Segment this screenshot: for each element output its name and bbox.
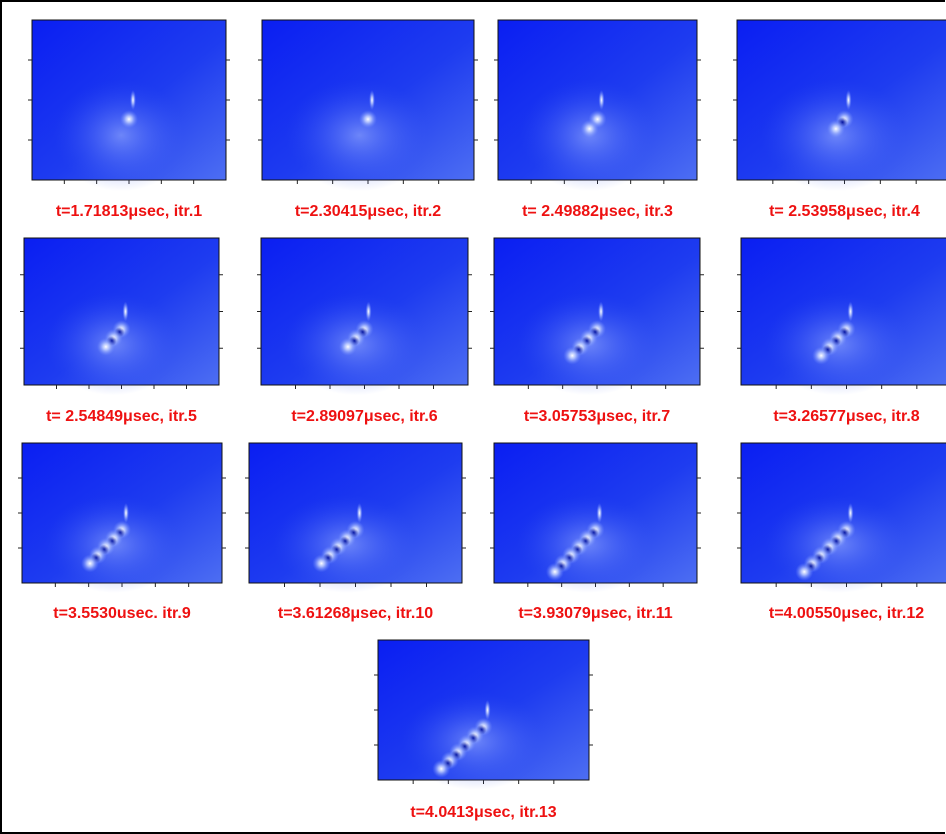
bright-spot (96, 337, 115, 356)
streak (356, 503, 363, 523)
streak (598, 301, 604, 322)
panel (737, 442, 946, 593)
panel (490, 237, 704, 396)
bright-spot (795, 562, 814, 581)
caption: t=4.00550μsec, itr.12 (769, 605, 924, 622)
bright-spot (545, 562, 564, 581)
bright-spot (432, 759, 451, 778)
panel (494, 19, 701, 192)
panel (20, 237, 223, 396)
panel (257, 237, 472, 396)
streak (847, 503, 854, 523)
bright-spot (359, 110, 377, 129)
bright-spot (312, 554, 331, 573)
panel (245, 442, 466, 593)
bright-spot (81, 554, 99, 573)
streak (847, 301, 854, 322)
caption: t=3.05753μsec, itr.7 (524, 408, 670, 425)
streak (123, 503, 129, 523)
halo (285, 79, 434, 192)
panel (737, 237, 946, 396)
panel (28, 19, 230, 192)
streak (122, 301, 129, 322)
bright-spot (563, 346, 582, 365)
caption: t= 2.53958μsec, itr.4 (769, 203, 920, 220)
caption: t=4.0413μsec, itr.13 (410, 804, 556, 821)
streak (484, 700, 491, 720)
streak (369, 90, 375, 110)
bright-spot (580, 119, 599, 138)
panel (733, 19, 946, 192)
bright-spot (120, 110, 138, 129)
halo (53, 79, 190, 192)
caption: t=1.71813μsec, itr.1 (56, 203, 202, 220)
panel (374, 639, 593, 790)
caption: t=2.89097μsec, itr.6 (291, 408, 437, 425)
streak (598, 90, 605, 110)
caption: t=3.5530usec. itr.9 (53, 605, 191, 622)
streak (845, 90, 852, 110)
bright-spot (826, 119, 845, 138)
caption: t=3.93079μsec, itr.11 (518, 605, 672, 622)
bright-spot (338, 337, 357, 356)
caption: t=2.30415μsec, itr.2 (295, 203, 441, 220)
streak (365, 301, 372, 322)
caption: t= 2.54849μsec, itr.5 (46, 408, 197, 425)
panel (490, 442, 701, 593)
bright-spot (812, 346, 831, 365)
caption: t= 2.49882μsec, itr.3 (522, 203, 673, 220)
streak (130, 90, 136, 110)
caption: t=3.26577μsec, itr.8 (773, 408, 919, 425)
panel (258, 19, 478, 192)
panel (18, 442, 226, 593)
streak (596, 503, 603, 523)
caption: t=3.61268μsec, itr.10 (278, 605, 433, 622)
